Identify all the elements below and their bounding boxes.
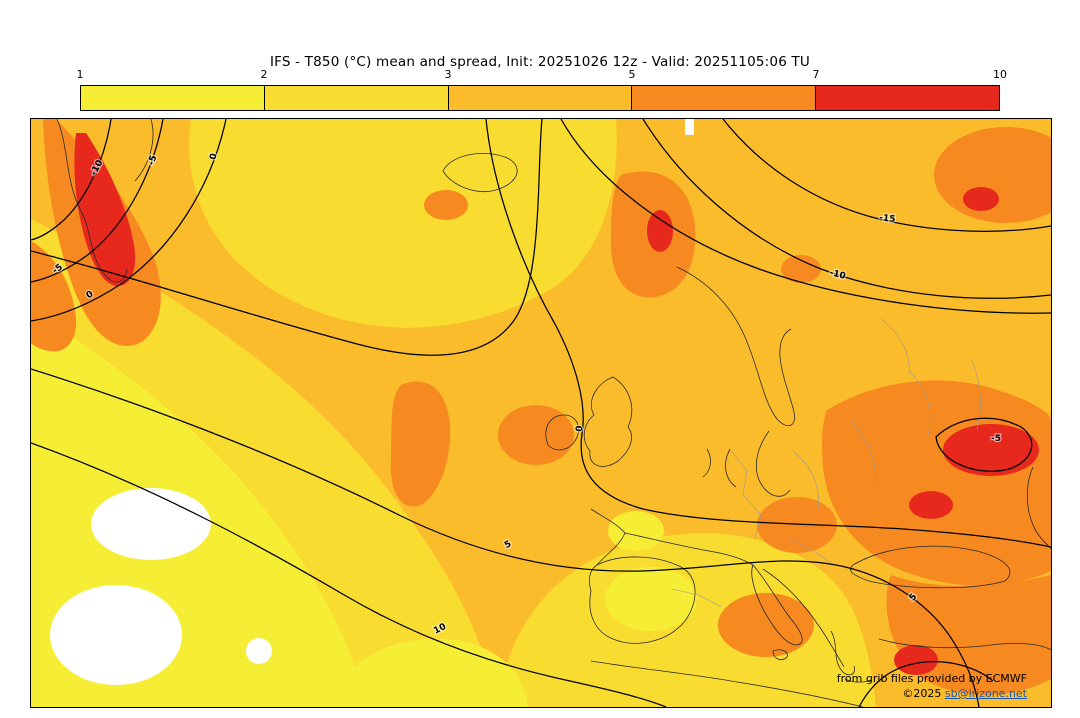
colorbar-segment-5 (816, 86, 999, 110)
shade-region (608, 511, 664, 551)
coastline-north-africa (590, 660, 864, 707)
country-border (786, 538, 832, 564)
shade-region (31, 241, 77, 352)
country-border (670, 588, 722, 608)
colorbar-tick-label: 3 (444, 68, 452, 81)
coastline (56, 119, 128, 283)
colorbar-segment-1 (81, 86, 265, 110)
contour-line (31, 119, 112, 241)
colorbar-tick-label: 5 (628, 68, 636, 81)
shade-region-min (246, 638, 272, 664)
coastline-britain (583, 376, 633, 467)
country-border (730, 450, 762, 540)
shade-region-min (91, 488, 211, 560)
contour-line (560, 119, 1051, 314)
colorbar-tick-label: 10 (993, 68, 1007, 81)
contour-line (485, 119, 1051, 548)
shade-region (189, 119, 617, 328)
shade-region (781, 255, 821, 283)
colorbar-tick-label: 2 (260, 68, 268, 81)
coastline-baltic (725, 430, 791, 497)
shade-region-max (74, 133, 136, 287)
projection-seam (685, 119, 694, 135)
coastline-denmark (702, 448, 711, 478)
coastline-italy (751, 564, 803, 646)
colorbar-tick-label: 1 (76, 68, 84, 81)
shade-region-max (647, 210, 673, 252)
coastline-black-sea (850, 545, 1011, 589)
contour-line (642, 119, 1051, 299)
shade-region (424, 190, 468, 220)
colorbar-segment-2 (264, 86, 449, 110)
contour-value-label: 0 (575, 425, 586, 433)
contour-value-label: -5 (147, 154, 160, 167)
colorbar-tick-label: 7 (812, 68, 820, 81)
shade-region (390, 381, 451, 507)
coastline-greece (830, 630, 872, 683)
mean-contour-layer (31, 119, 1051, 707)
author-email-link[interactable]: sb@irizone.net (944, 687, 1027, 700)
country-border (970, 358, 981, 430)
contour-value-label: -5 (991, 434, 1001, 444)
coastline-iberia (589, 556, 696, 644)
contour-line (31, 442, 667, 707)
shade-region-max (943, 424, 1039, 476)
spread-shading-layer (31, 119, 1051, 707)
contour-line (31, 368, 980, 707)
contour-line (31, 119, 164, 283)
colorbar (80, 85, 1000, 111)
country-border (850, 420, 877, 490)
copyright-text: ©2025 (902, 687, 945, 700)
contour-line (722, 119, 1051, 232)
colorbar-segment-4 (632, 86, 817, 110)
contour-line (858, 661, 994, 707)
map-frame: 0 -5 -10 0 -5 0 -10 -15 -5 5 5 10 from grib files p… (30, 118, 1052, 708)
coastline-mediterranean (624, 532, 754, 566)
shade-region-max (963, 187, 999, 211)
contour-line (31, 119, 227, 322)
coastline-sicily (772, 649, 788, 661)
coastline-iceland (442, 153, 518, 192)
chart-title: IFS - T850 (°C) mean and spread, Init: 2… (269, 54, 811, 70)
shade-region-min (50, 585, 182, 685)
country-border (880, 318, 910, 375)
attribution-copyright: ©2025 sb@irizone.net (902, 687, 1027, 700)
coastline (134, 119, 154, 182)
shade-region (605, 567, 697, 631)
contour-line (31, 119, 543, 356)
colorbar-segment-3 (448, 86, 633, 110)
colorbar-ticks: 1 2 3 5 7 10 (76, 68, 1008, 82)
shade-region (497, 533, 876, 707)
shade-region-max (894, 645, 938, 675)
contour-value-label: 0 (209, 152, 220, 160)
coastline-turkey (878, 638, 1051, 651)
contour-line-closed (935, 417, 1033, 472)
shade-region (757, 497, 837, 553)
coastline-ireland (545, 414, 579, 451)
contour-value-label: -15 (879, 213, 896, 225)
country-border (792, 450, 819, 510)
coastline-norway (676, 266, 795, 427)
attribution-source: from grib files provided by ECMWF (836, 672, 1027, 685)
coastline-adriatic (762, 568, 845, 668)
shade-region (498, 405, 574, 465)
attribution: from grib files provided by ECMWF ©2025 … (837, 671, 1027, 701)
coastline-layer (56, 119, 1051, 707)
shade-region-max (909, 491, 953, 519)
shade-region (718, 593, 814, 657)
